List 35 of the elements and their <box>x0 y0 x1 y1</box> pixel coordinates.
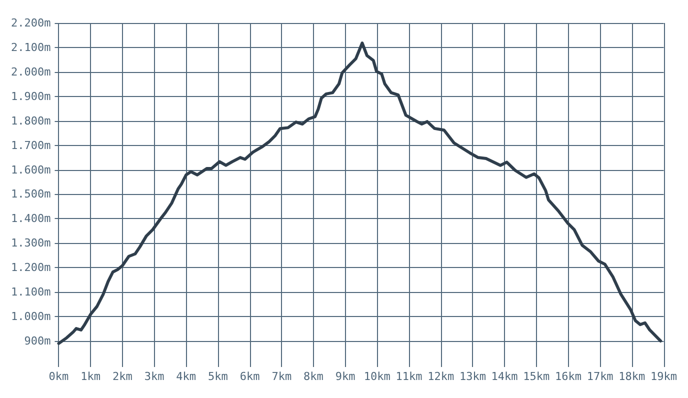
x-tick-label: 4km <box>176 370 196 383</box>
y-tick-label: 1.000m <box>10 310 52 324</box>
x-tick-label: 1km <box>80 370 101 383</box>
x-tick-label: 19km <box>650 370 678 383</box>
y-tick-label: 2.200m <box>10 16 52 30</box>
y-tick-label: 2.000m <box>10 65 52 78</box>
x-tick-label: 2km <box>112 370 133 383</box>
x-tick-label: 12km <box>428 370 454 383</box>
y-tick-label: 1.200m <box>10 261 52 274</box>
x-tick-label: 8km <box>304 370 324 383</box>
y-tick-label: 900m <box>24 334 52 348</box>
x-tick-label: 18km <box>618 370 646 383</box>
y-tick-label: 1.600m <box>10 163 52 176</box>
x-tick-label: 11km <box>396 370 423 383</box>
y-tick-label: 1.900m <box>10 90 52 103</box>
x-tick-label: 5km <box>208 370 228 383</box>
x-tick-label: 16km <box>554 370 582 383</box>
y-tick-label: 1.800m <box>10 114 52 128</box>
y-tick-label: 1.300m <box>10 236 52 250</box>
y-tick-label: 1.400m <box>10 212 52 226</box>
y-tick-label: 2.100m <box>10 40 52 54</box>
x-tick-label: 13km <box>459 370 486 383</box>
x-tick-label: 15km <box>523 370 550 383</box>
x-tick-label: 14km <box>491 370 518 383</box>
y-tick-label: 1.100m <box>10 286 52 299</box>
y-tick-label: 1.500m <box>10 188 52 201</box>
x-tick-label: 0km <box>48 370 70 383</box>
x-tick-label: 7km <box>272 370 292 383</box>
x-tick-label: 9km <box>335 370 356 383</box>
x-tick-label: 6km <box>240 370 260 383</box>
line-series <box>57 42 662 345</box>
y-tick-label: 1.700m <box>10 138 52 152</box>
x-tick-label: 3km <box>144 370 165 383</box>
x-tick-label: 17km <box>586 370 614 383</box>
x-tick-label: 10km <box>364 370 391 383</box>
